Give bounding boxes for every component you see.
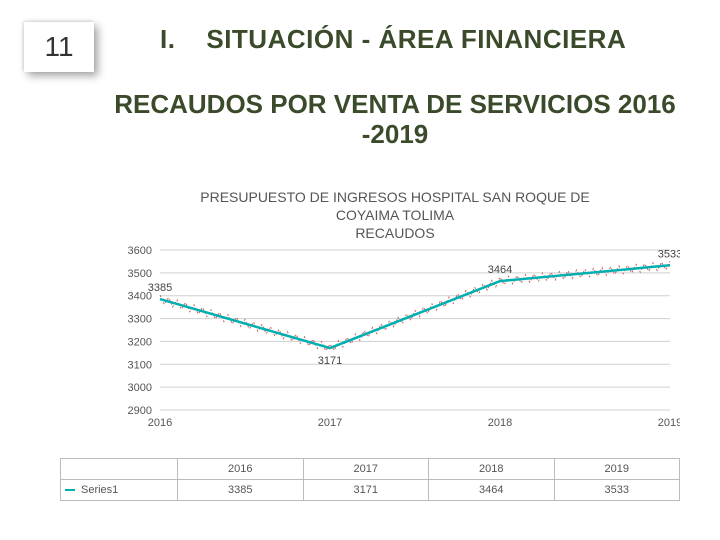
- svg-text:3200: 3200: [128, 336, 152, 348]
- table-header-cell: 2016: [178, 459, 304, 480]
- series-name-cell: Series1: [61, 480, 178, 501]
- svg-text:3171: 3171: [318, 355, 342, 367]
- subtitle: RECAUDOS POR VENTA DE SERVICIOS 2016 -20…: [100, 90, 690, 150]
- svg-text:2900: 2900: [128, 405, 152, 417]
- svg-text:3100: 3100: [128, 359, 152, 371]
- table-value-cell: 3464: [429, 480, 555, 501]
- table-value-cell: 3171: [303, 480, 429, 501]
- table-value-cell: 3385: [178, 480, 304, 501]
- title-text: SITUACIÓN - ÁREA FINANCIERA: [206, 24, 626, 54]
- svg-text:2016: 2016: [148, 417, 172, 429]
- table-header-cell: 2018: [429, 459, 555, 480]
- title-prefix: I.: [160, 24, 175, 54]
- main-title: I. SITUACIÓN - ÁREA FINANCIERA: [160, 24, 690, 55]
- page-number-badge: 11: [24, 22, 94, 72]
- table-header-cell: 2019: [554, 459, 680, 480]
- svg-text:2017: 2017: [318, 417, 342, 429]
- svg-text:3300: 3300: [128, 314, 152, 326]
- svg-text:3533: 3533: [658, 248, 680, 260]
- table-corner: [61, 459, 178, 480]
- svg-text:2018: 2018: [488, 417, 512, 429]
- table-value-cell: 3533: [554, 480, 680, 501]
- line-chart: 2900300031003200330034003500360033853171…: [60, 245, 680, 455]
- chart-data-table: 2016201720182019 Series13385317134643533: [60, 458, 680, 501]
- svg-text:2019: 2019: [658, 417, 680, 429]
- chart-title: PRESUPUESTO DE INGRESOS HOSPITAL SAN ROQ…: [150, 188, 640, 243]
- svg-text:3000: 3000: [128, 382, 152, 394]
- legend-swatch: [65, 489, 75, 491]
- svg-text:3385: 3385: [148, 282, 172, 294]
- svg-text:3464: 3464: [488, 264, 512, 276]
- table-header-cell: 2017: [303, 459, 429, 480]
- svg-text:3600: 3600: [128, 245, 152, 257]
- svg-text:3500: 3500: [128, 268, 152, 280]
